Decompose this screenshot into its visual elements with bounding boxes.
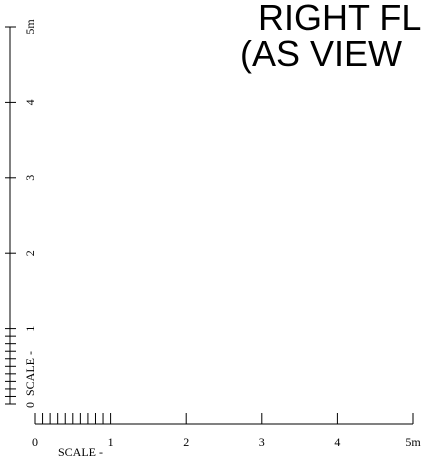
vertical-tick-label: 3 bbox=[23, 175, 37, 181]
horizontal-scale-text: SCALE - bbox=[58, 445, 103, 457]
horizontal-tick-label: 5m bbox=[405, 435, 421, 449]
horizontal-tick-label: 4 bbox=[334, 435, 340, 449]
drawing-title-line-1: RIGHT FL bbox=[258, 0, 422, 38]
horizontal-tick-label: 1 bbox=[108, 435, 114, 449]
horizontal-scale-bar: 0 1 2 3 4 5m SCALE - bbox=[32, 413, 421, 457]
vertical-scale-text: SCALE - bbox=[23, 351, 37, 396]
vertical-tick-label: 1 bbox=[23, 326, 37, 332]
horizontal-tick-label: 3 bbox=[259, 435, 265, 449]
vertical-tick-label: 4 bbox=[23, 99, 37, 105]
vertical-tick-label: 5m bbox=[23, 19, 37, 35]
vertical-scale-bar: 1 2 3 4 5m 0 SCALE - bbox=[5, 19, 37, 408]
vertical-tick-label: 2 bbox=[23, 250, 37, 256]
drawing-title-line-2: (AS VIEW bbox=[240, 33, 403, 74]
horizontal-tick-label: 0 bbox=[32, 435, 38, 449]
vertical-zero-label: 0 bbox=[23, 402, 37, 408]
horizontal-tick-label: 2 bbox=[183, 435, 189, 449]
